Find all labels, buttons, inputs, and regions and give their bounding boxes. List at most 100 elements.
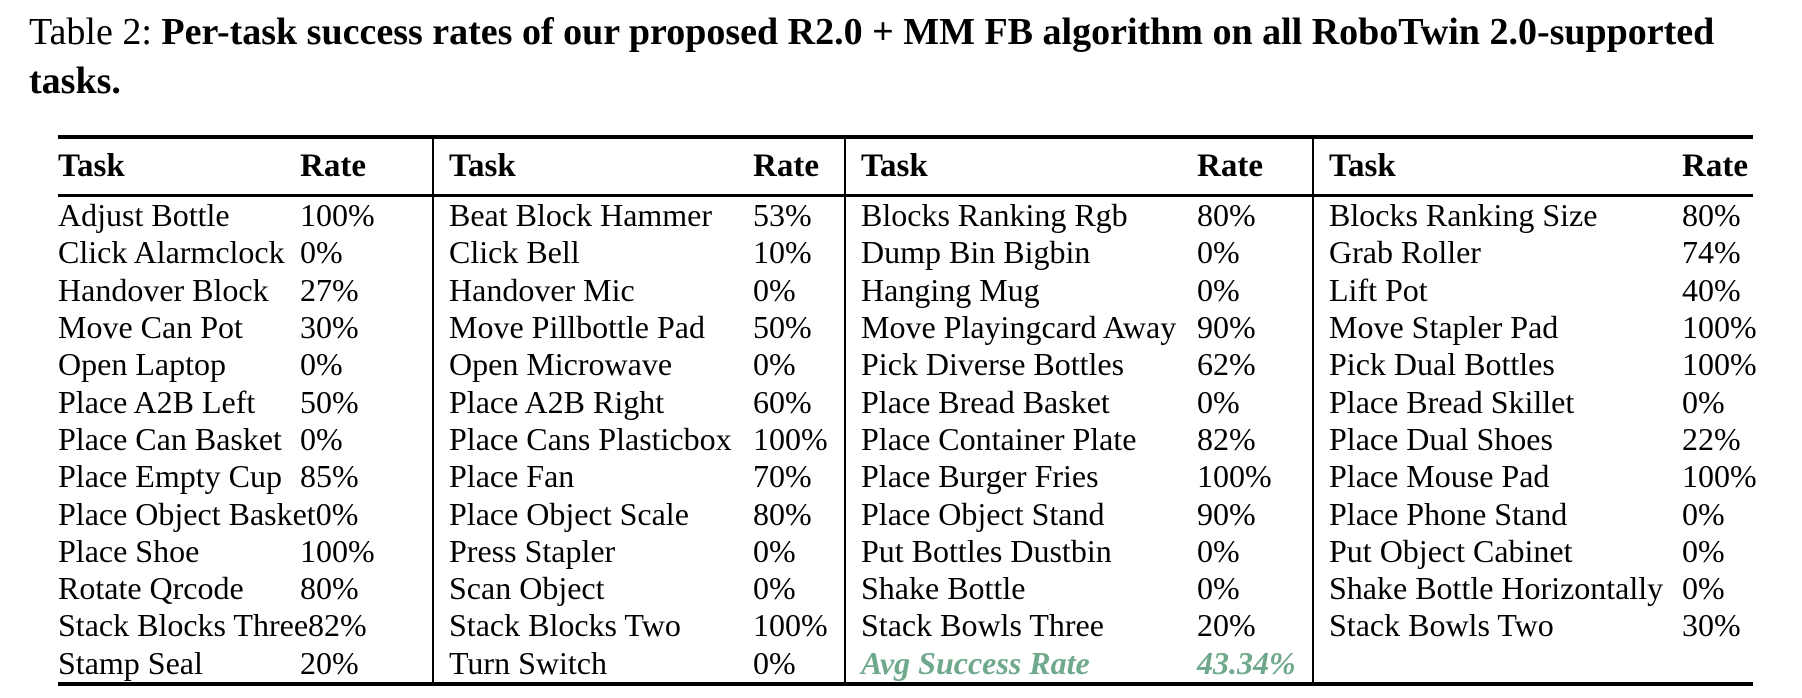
table-row: Put Object Cabinet 0% bbox=[1329, 533, 1753, 570]
rate-cell: 100% bbox=[1197, 458, 1272, 495]
table-row: Lift Pot 40% bbox=[1329, 272, 1753, 309]
table-row: Stack Bowls Three 20% bbox=[861, 607, 1312, 644]
table-row: Stamp Seal 20% bbox=[58, 645, 432, 682]
table-row: Place Object Basket 0% bbox=[58, 495, 432, 532]
task-cell: Shake Bottle bbox=[861, 570, 1026, 607]
table-row: Click Bell 10% bbox=[449, 234, 844, 271]
rate-cell: 100% bbox=[300, 532, 375, 569]
column-header-task: Task bbox=[449, 148, 516, 184]
table-row: Open Microwave 0% bbox=[449, 346, 844, 383]
table-row: Hanging Mug 0% bbox=[861, 272, 1312, 309]
table-row: Shake Bottle 0% bbox=[861, 570, 1312, 607]
rate-cell: 100% bbox=[1682, 309, 1757, 346]
task-cell: Place A2B Left bbox=[58, 383, 256, 420]
rate-cell: 27% bbox=[300, 271, 359, 308]
table-row: Open Laptop 0% bbox=[58, 346, 432, 383]
table-row: Stack Bowls Two 30% bbox=[1329, 607, 1753, 644]
group-header: Task Rate bbox=[846, 139, 1312, 197]
task-cell: Stamp Seal bbox=[58, 644, 203, 681]
table-row: Dump Bin Bigbin 0% bbox=[861, 234, 1312, 271]
table-row: Place Object Stand 90% bbox=[861, 495, 1312, 532]
task-cell: Place Fan bbox=[449, 458, 575, 495]
rate-cell: 0% bbox=[753, 532, 796, 569]
group-rows: Adjust Bottle 100% Click Alarmclock 0% Hando… bbox=[58, 197, 432, 682]
rate-cell: 90% bbox=[1197, 309, 1256, 346]
rate-cell: 0% bbox=[1682, 495, 1725, 532]
table-group-3: Task Rate Blocks Ranking Rgb 80% Dump Bin … bbox=[844, 139, 1312, 682]
rate-cell: 0% bbox=[300, 420, 343, 457]
task-cell: Press Stapler bbox=[449, 532, 616, 569]
rate-cell: 80% bbox=[300, 570, 359, 607]
table-group-1: Task Rate Adjust Bottle 100% Click Alarmcl… bbox=[58, 139, 432, 682]
table-row: Beat Block Hammer 53% bbox=[449, 197, 844, 234]
table-row: Put Bottles Dustbin 0% bbox=[861, 533, 1312, 570]
group-rows: Blocks Ranking Rgb 80% Dump Bin Bigbin 0% Ha… bbox=[861, 197, 1312, 682]
task-cell: Lift Pot bbox=[1329, 271, 1428, 308]
column-header-rate: Rate bbox=[1197, 148, 1263, 184]
task-cell: Stack Bowls Two bbox=[1329, 607, 1554, 644]
table-row: Place Dual Shoes 22% bbox=[1329, 421, 1753, 458]
avg-success-label: Avg Success Rate bbox=[861, 644, 1090, 681]
table-row: Place Can Basket 0% bbox=[58, 421, 432, 458]
task-cell: Place Burger Fries bbox=[861, 458, 1099, 495]
rate-cell: 100% bbox=[753, 607, 828, 644]
rate-cell: 62% bbox=[1197, 346, 1256, 383]
task-cell: Blocks Ranking Size bbox=[1329, 197, 1598, 234]
rate-cell: 85% bbox=[300, 458, 359, 495]
rate-cell: 70% bbox=[753, 458, 812, 495]
task-cell: Shake Bottle Horizontally bbox=[1329, 570, 1664, 607]
column-header-rate: Rate bbox=[753, 148, 819, 184]
table-row: Move Playingcard Away 90% bbox=[861, 309, 1312, 346]
group-header: Task Rate bbox=[1314, 139, 1753, 197]
rate-cell: 100% bbox=[300, 197, 375, 234]
rate-cell: 0% bbox=[1682, 570, 1725, 607]
group-header: Task Rate bbox=[434, 139, 844, 197]
table-row: Handover Block 27% bbox=[58, 272, 432, 309]
task-cell: Stack Bowls Three bbox=[861, 607, 1104, 644]
task-cell: Dump Bin Bigbin bbox=[861, 234, 1091, 271]
table-row: Place A2B Right 60% bbox=[449, 383, 844, 420]
rate-cell: 0% bbox=[1197, 532, 1240, 569]
task-cell: Place Empty Cup bbox=[58, 458, 282, 495]
rate-cell: 0% bbox=[753, 570, 796, 607]
task-cell: Blocks Ranking Rgb bbox=[861, 197, 1128, 234]
rate-cell: 60% bbox=[753, 383, 812, 420]
rate-cell: 0% bbox=[1197, 271, 1240, 308]
rate-cell: 100% bbox=[1682, 346, 1757, 383]
rate-cell: 40% bbox=[1682, 271, 1741, 308]
column-header-task: Task bbox=[1329, 148, 1396, 184]
rate-cell: 20% bbox=[1197, 607, 1256, 644]
table-row: Stack Blocks Three 82% bbox=[58, 607, 432, 644]
column-header-rate: Rate bbox=[1682, 148, 1748, 184]
task-cell: Grab Roller bbox=[1329, 234, 1481, 271]
task-cell: Open Laptop bbox=[58, 346, 226, 383]
table-row: Turn Switch 0% bbox=[449, 645, 844, 682]
task-cell: Scan Object bbox=[449, 570, 605, 607]
task-cell: Move Can Pot bbox=[58, 309, 243, 346]
task-cell: Place Mouse Pad bbox=[1329, 458, 1550, 495]
rate-cell: 82% bbox=[308, 607, 367, 644]
group-rows: Blocks Ranking Size 80% Grab Roller 74% Lift… bbox=[1329, 197, 1757, 682]
task-cell: Place Object Basket bbox=[58, 495, 316, 532]
task-cell: Click Alarmclock bbox=[58, 234, 285, 271]
task-cell: Pick Dual Bottles bbox=[1329, 346, 1555, 383]
table-caption: Table 2: Per-task success rates of our p… bbox=[29, 8, 1759, 107]
task-cell: Place Shoe bbox=[58, 532, 200, 569]
rate-cell: 0% bbox=[300, 346, 343, 383]
rate-cell: 0% bbox=[1682, 532, 1725, 569]
rate-cell: 53% bbox=[753, 197, 812, 234]
table-row: Place Fan 70% bbox=[449, 458, 844, 495]
column-header-rate: Rate bbox=[300, 148, 366, 184]
table-row: Grab Roller 74% bbox=[1329, 234, 1753, 271]
table-group-2: Task Rate Beat Block Hammer 53% Click Bell… bbox=[432, 139, 844, 682]
task-cell: Stack Blocks Three bbox=[58, 607, 309, 644]
task-cell: Place Object Scale bbox=[449, 495, 689, 532]
table-row: Place Bread Skillet 0% bbox=[1329, 383, 1753, 420]
table-row: Click Alarmclock 0% bbox=[58, 234, 432, 271]
table-row: Blocks Ranking Size 80% bbox=[1329, 197, 1753, 234]
rate-cell: 0% bbox=[300, 234, 343, 271]
rate-cell: 0% bbox=[1197, 570, 1240, 607]
rate-cell: 100% bbox=[753, 420, 828, 457]
rate-cell: 90% bbox=[1197, 495, 1256, 532]
